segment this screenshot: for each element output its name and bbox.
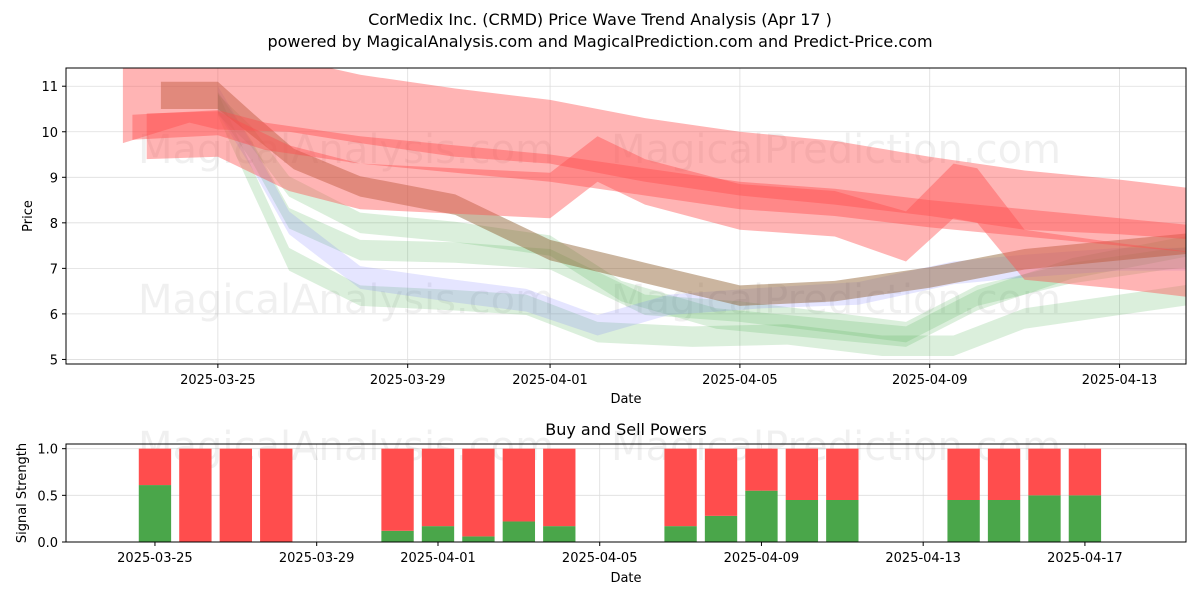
buy-bar — [785, 500, 819, 542]
sell-bar — [1028, 448, 1061, 496]
wave-band-green-wave-3 — [217, 94, 1186, 347]
buy-bar — [704, 515, 738, 542]
price-x-tick-label: 2025-04-13 — [1082, 373, 1158, 388]
power-x-tick-label: 2025-04-01 — [400, 551, 476, 566]
price-x-axis-label: Date — [610, 392, 641, 407]
price-y-axis-label: Price — [21, 200, 36, 232]
buy-bar — [462, 536, 495, 542]
price-x-tick-label: 2025-04-01 — [512, 373, 588, 388]
power-y-ticks: 0.0 0.5 1.0 — [37, 443, 66, 551]
buy-bar — [138, 485, 172, 542]
power-axes-frame — [65, 443, 1187, 543]
sell-bar — [421, 448, 455, 527]
sell-bar — [462, 448, 495, 537]
price-y-tick-label: 7 — [50, 262, 58, 277]
power-x-ticks: 2025-03-25 2025-03-29 2025-04-01 2025-04-05… — [117, 542, 1123, 566]
price-bands — [122, 68, 1186, 356]
power-watermarks: MagicalAnalysis.com MagicalPrediction.com — [138, 424, 1061, 470]
chart-subtitle: powered by MagicalAnalysis.com and Magic… — [267, 32, 933, 51]
power-y-tick-label: 0.0 — [37, 536, 58, 551]
watermark-analysis: MagicalAnalysis.com — [138, 277, 554, 323]
price-x-tick-label: 2025-03-29 — [370, 373, 446, 388]
buy-bar — [502, 521, 536, 542]
price-y-ticks: 5 6 7 8 9 10 11 — [41, 80, 66, 368]
sell-bar — [785, 448, 819, 500]
sell-bar — [704, 448, 738, 516]
sell-bar — [179, 448, 212, 542]
buy-bar — [1068, 495, 1102, 542]
buy-bar — [745, 490, 778, 542]
watermark-analysis: MagicalAnalysis.com — [138, 127, 554, 173]
price-axes-frame — [65, 67, 1187, 365]
power-y-axis-label: Signal Strength — [15, 443, 30, 543]
sell-bar — [138, 448, 172, 486]
power-chart-title: Buy and Sell Powers — [545, 420, 707, 439]
buy-bar — [826, 500, 859, 542]
buy-bar — [1028, 495, 1061, 542]
wave-band-red-wave-lower — [146, 111, 1186, 297]
watermark-prediction: MagicalPrediction.com — [611, 277, 1061, 323]
price-grid — [66, 68, 1186, 364]
buy-bar — [421, 526, 455, 542]
sell-bar — [260, 448, 293, 542]
price-watermarks: MagicalAnalysis.com MagicalPrediction.com… — [138, 127, 1061, 323]
buy-bar — [543, 526, 576, 542]
power-x-tick-label: 2025-04-17 — [1047, 551, 1123, 566]
sell-bar — [947, 448, 980, 500]
sell-bar — [745, 448, 778, 491]
price-y-tick-label: 9 — [50, 171, 58, 186]
price-x-tick-label: 2025-04-09 — [892, 373, 968, 388]
price-y-tick-label: 8 — [50, 217, 58, 232]
power-x-tick-label: 2025-04-05 — [562, 551, 638, 566]
wave-band-red-wave-center — [132, 110, 1186, 252]
price-wave-chart: MagicalAnalysis.com MagicalPrediction.com… — [21, 67, 1187, 407]
price-y-tick-label: 5 — [50, 353, 58, 368]
wave-band-red-wave-upper — [122, 68, 1186, 239]
price-x-tick-label: 2025-03-25 — [180, 373, 256, 388]
power-x-tick-label: 2025-04-13 — [885, 551, 961, 566]
watermark-prediction: MagicalPrediction.com — [611, 127, 1061, 173]
sell-bar — [1068, 448, 1102, 496]
power-x-tick-label: 2025-03-29 — [279, 551, 355, 566]
sell-bar — [664, 448, 697, 527]
buy-bar — [987, 500, 1021, 542]
power-y-tick-label: 1.0 — [37, 443, 58, 458]
sell-bar — [543, 448, 576, 527]
price-x-tick-label: 2025-04-05 — [702, 373, 778, 388]
chart-title: CorMedix Inc. (CRMD) Price Wave Trend An… — [368, 10, 832, 29]
price-y-tick-label: 11 — [41, 80, 58, 95]
power-x-tick-label: 2025-03-25 — [117, 551, 193, 566]
sell-bar — [502, 448, 536, 522]
power-bars — [138, 448, 1102, 542]
sell-bar — [219, 448, 252, 542]
price-y-tick-label: 10 — [41, 126, 58, 141]
sell-bar — [381, 448, 414, 531]
sell-bar — [826, 448, 859, 500]
buy-bar — [947, 500, 980, 542]
power-x-axis-label: Date — [610, 571, 641, 586]
power-x-tick-label: 2025-04-09 — [724, 551, 800, 566]
price-plot-area — [66, 68, 1186, 364]
buy-bar — [664, 526, 697, 542]
wave-band-blue-wave — [217, 86, 1186, 336]
power-y-tick-label: 0.5 — [37, 489, 58, 504]
price-x-ticks: 2025-03-25 2025-03-29 2025-04-01 2025-04-05… — [180, 364, 1158, 388]
price-y-tick-label: 6 — [50, 308, 58, 323]
wave-band-brown-wave — [160, 81, 1186, 306]
sell-bar — [987, 448, 1021, 500]
buy-bar — [381, 530, 414, 542]
